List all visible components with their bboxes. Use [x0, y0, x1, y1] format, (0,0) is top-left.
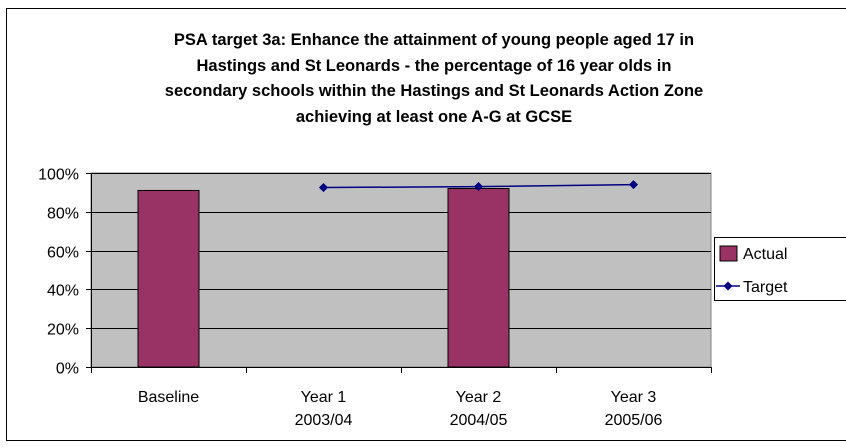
x-tick-label: Baseline — [138, 389, 199, 406]
legend-swatch-actual — [719, 245, 738, 262]
bar-layer — [137, 188, 510, 368]
chart-title-line-4: achieving at least one A-G at GCSE — [296, 108, 572, 126]
chart-title-line-1: PSA target 3a: Enhance the attainment of… — [174, 31, 694, 49]
x-tick-label: 2005/06 — [605, 412, 663, 429]
y-tick-label: 100% — [38, 167, 79, 184]
legend: Actual Target — [714, 237, 846, 301]
bar-actual — [447, 188, 510, 368]
label-layer: 0% 20% 40% 60% 80% 100% Baseline Year 1 2003/04 Y… — [38, 167, 662, 430]
y-tick-label: 40% — [47, 283, 79, 300]
x-tick-label: 2004/05 — [450, 412, 508, 429]
y-tick-label: 60% — [47, 245, 79, 262]
x-tick-label: Year 3 — [611, 389, 657, 406]
y-tick-label: 20% — [47, 322, 79, 339]
x-tick-label: 2003/04 — [295, 412, 353, 429]
legend-label-actual: Actual — [743, 246, 787, 263]
chart-title-line-3: secondary schools within the Hastings an… — [165, 82, 703, 100]
x-tick-label: Year 2 — [456, 389, 502, 406]
y-tick-label: 80% — [47, 206, 79, 223]
x-tick-label: Year 1 — [301, 389, 347, 406]
y-tick-label: 0% — [56, 361, 79, 378]
chart-title-line-2: Hastings and St Leonards - the percentag… — [197, 57, 672, 75]
legend-label-target: Target — [743, 279, 788, 296]
bar-actual — [137, 189, 200, 368]
